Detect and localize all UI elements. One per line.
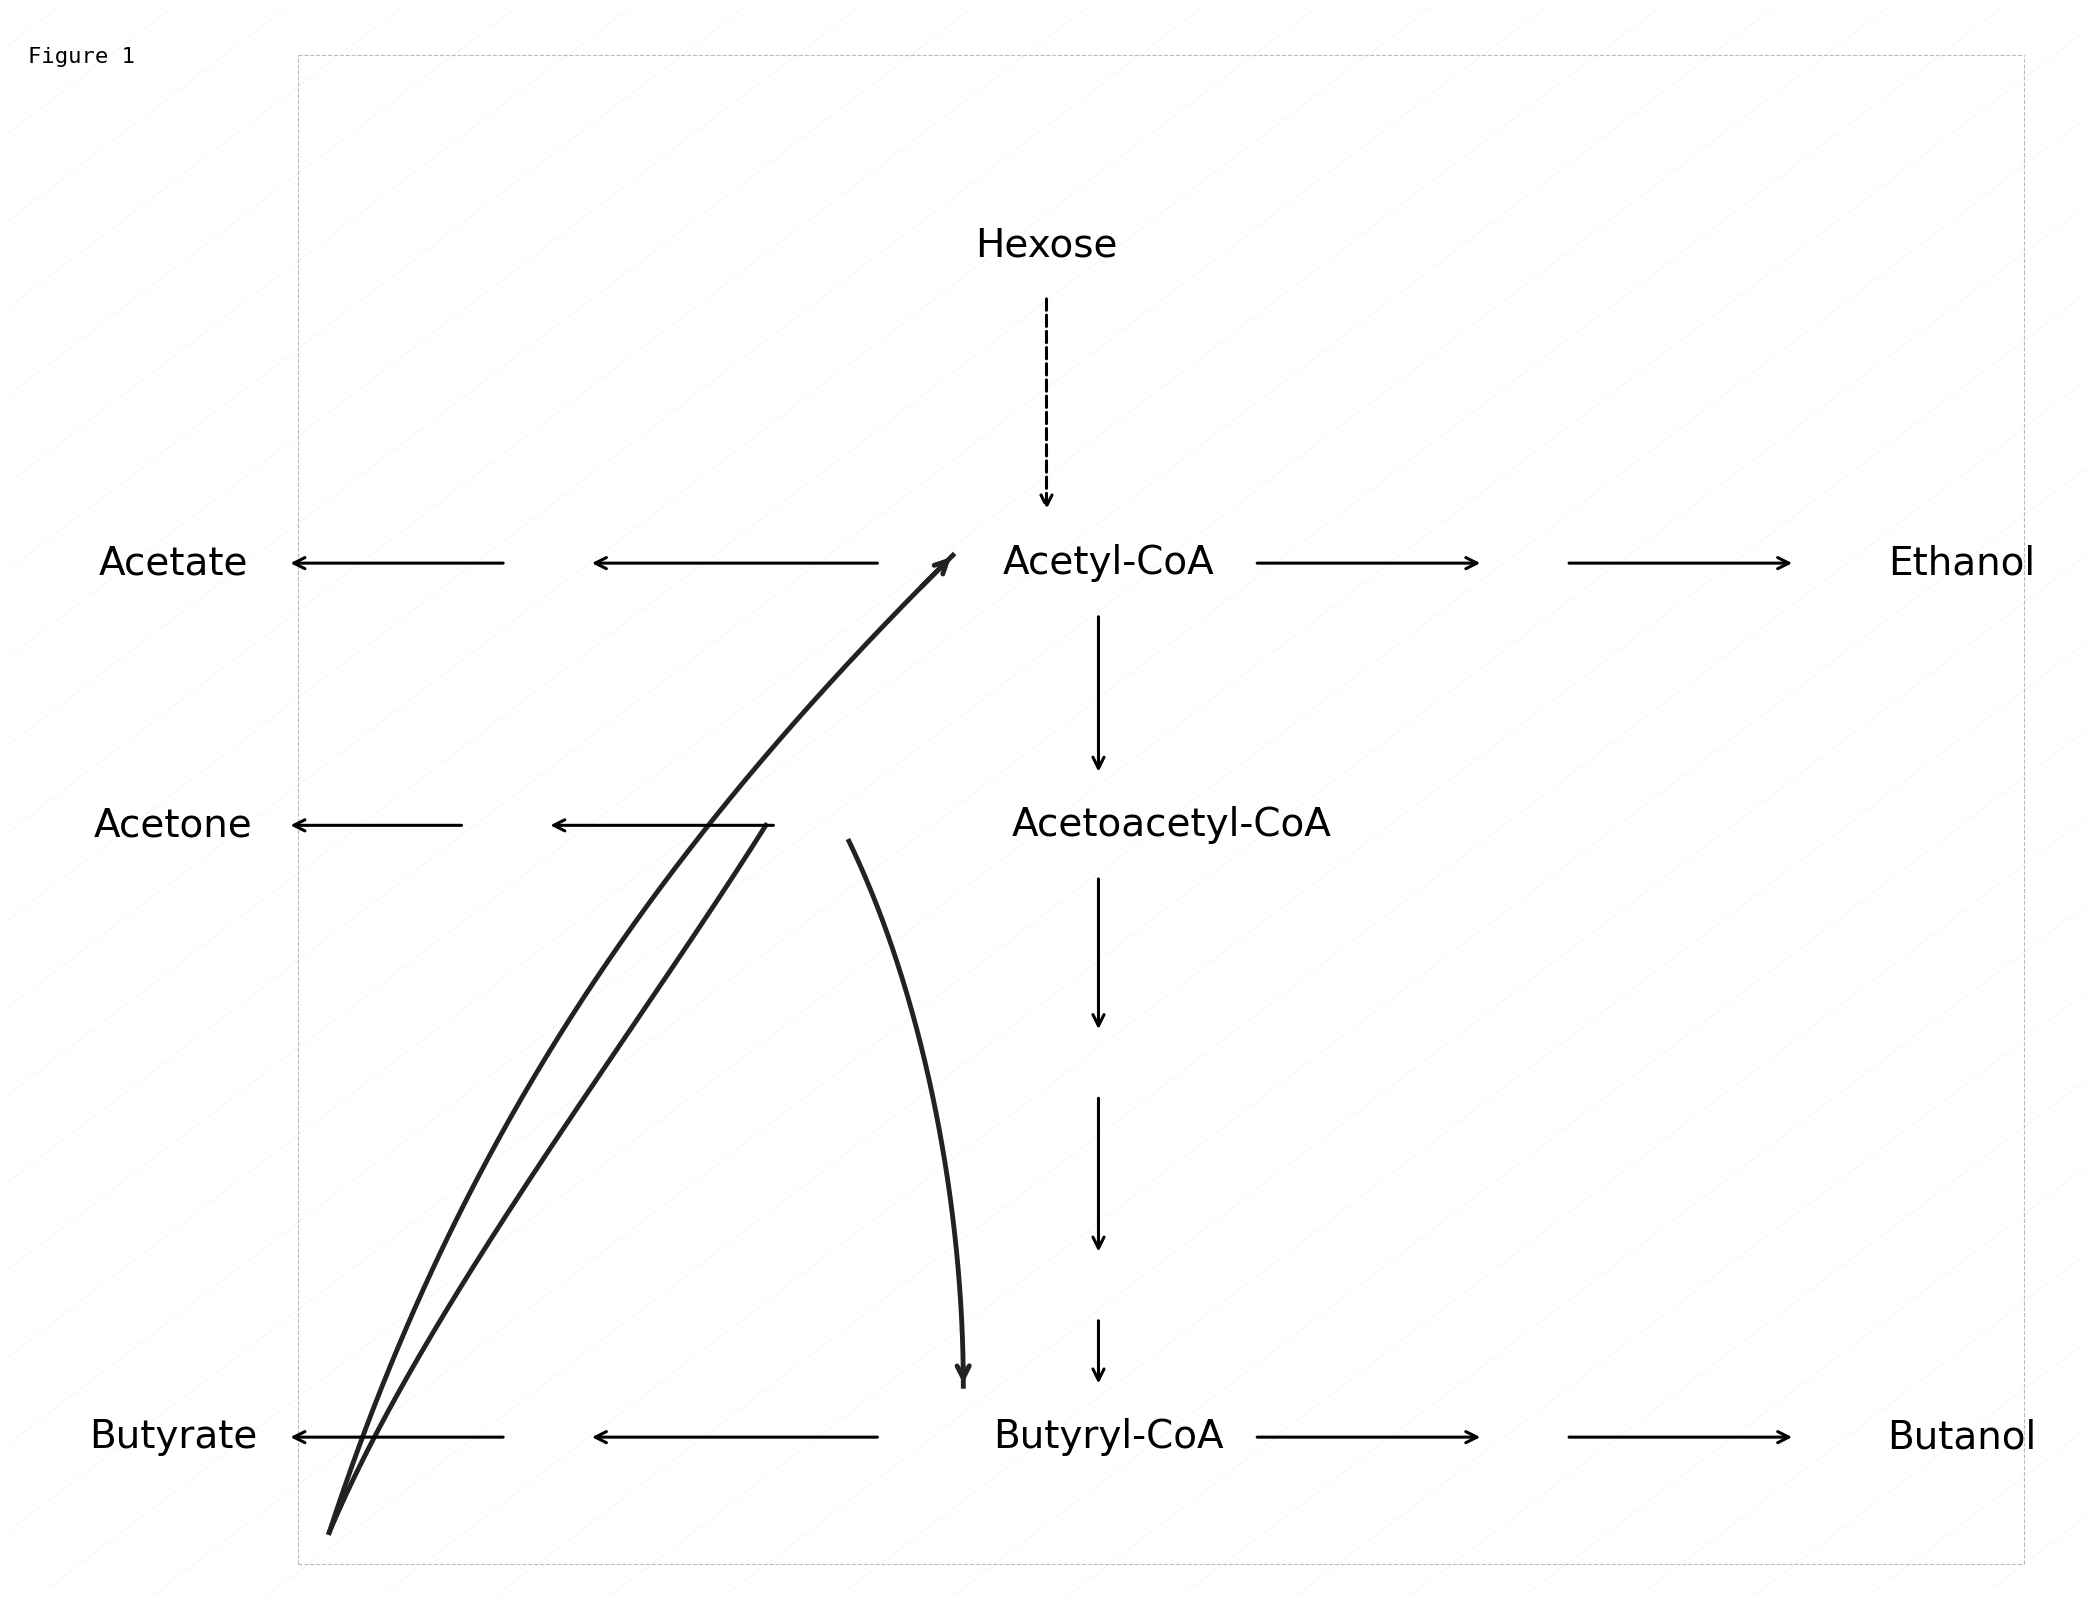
Text: Figure 1: Figure 1 <box>27 46 134 67</box>
Text: Hexose: Hexose <box>975 226 1118 264</box>
Text: Butanol: Butanol <box>1886 1419 2036 1456</box>
Text: Butyryl-CoA: Butyryl-CoA <box>994 1419 1224 1456</box>
Text: Acetate: Acetate <box>98 543 249 582</box>
Text: Acetyl-CoA: Acetyl-CoA <box>1003 543 1214 582</box>
Text: Acetone: Acetone <box>94 806 253 845</box>
Text: Ethanol: Ethanol <box>1888 543 2034 582</box>
Text: Acetoacetyl-CoA: Acetoacetyl-CoA <box>1011 806 1331 845</box>
Text: Butyrate: Butyrate <box>90 1419 257 1456</box>
